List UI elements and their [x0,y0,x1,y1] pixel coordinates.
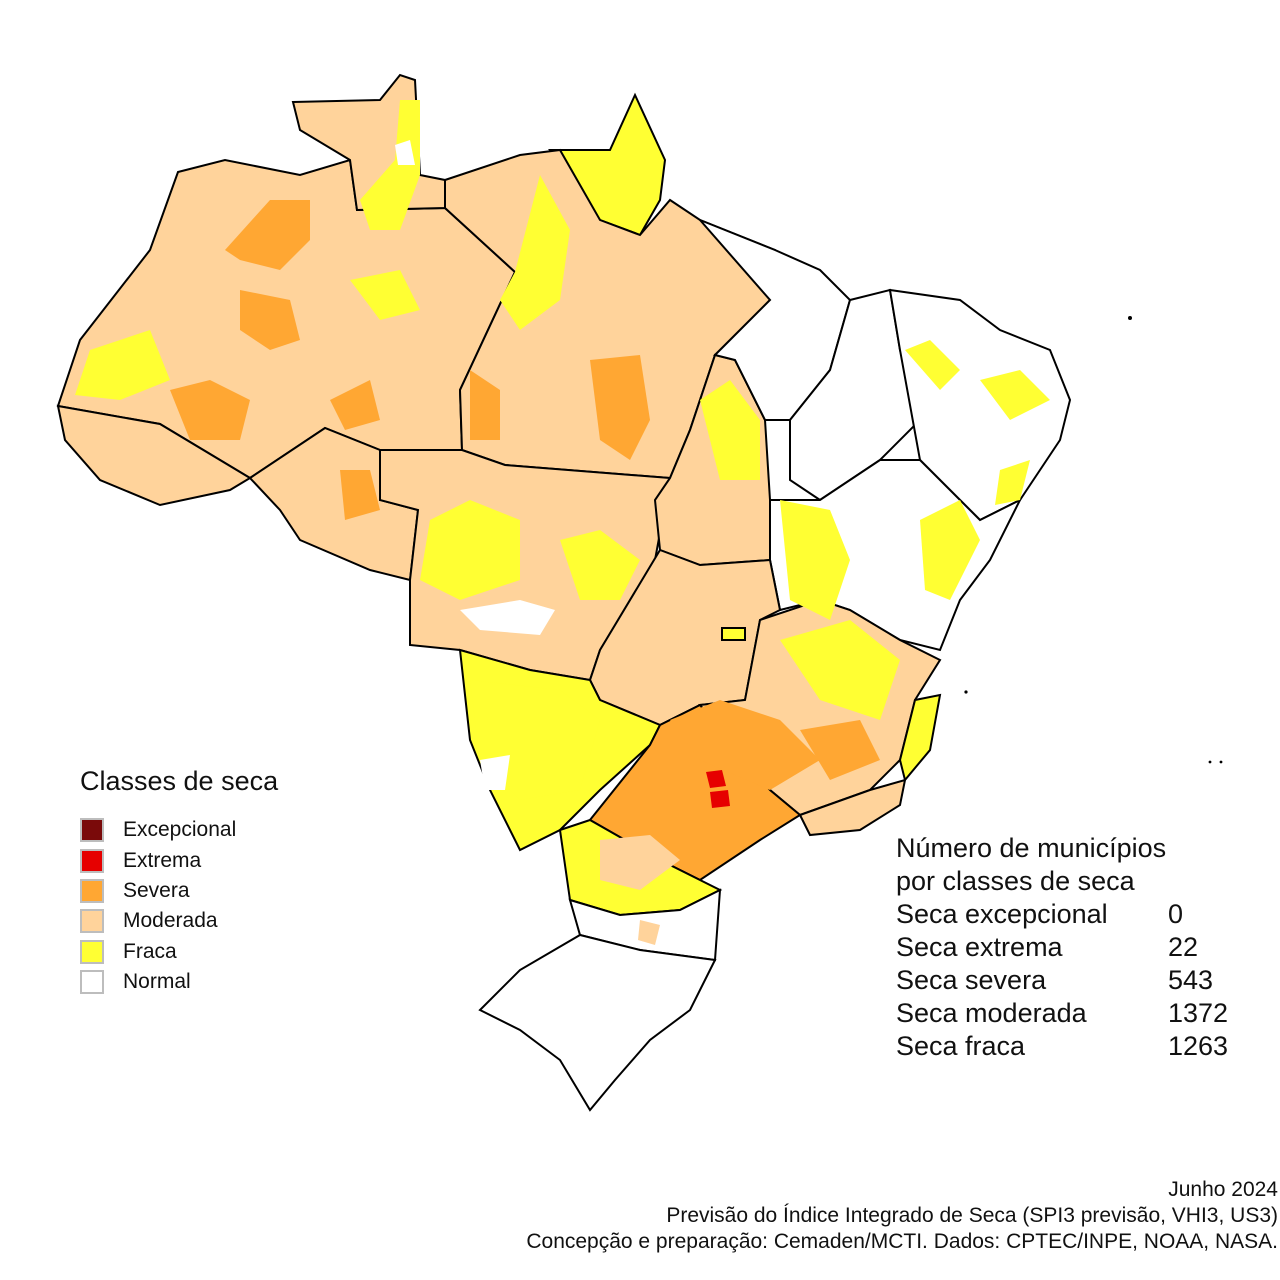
normal-patches [395,140,555,790]
extrema-patches [706,770,730,808]
legend-label: Severa [123,878,190,902]
legend-item-excepcional: Excepcional [80,815,278,845]
legend-item-normal: Normal [80,967,278,997]
stats-label: Seca extrema [896,932,1063,962]
legend-swatch [80,970,104,995]
region-rio-de-janeiro [798,778,907,837]
legend-swatch [80,848,104,873]
stats-label: Seca moderada [896,998,1087,1028]
legend-label: Extrema [123,848,202,872]
stats-row-excepcional: Seca excepcional 0 [896,898,1228,931]
stats-row-fraca: Seca fraca 1263 [896,1030,1228,1063]
credits: Junho 2024 Previsão do Índice Integrado … [526,1177,1278,1255]
stats-value: 1263 [1168,1031,1229,1061]
region-espirito-santo [898,693,942,783]
severa-patches [170,200,880,790]
stats-value: 0 [1168,899,1184,929]
legend-label: Excepcional [123,818,237,842]
legend-swatch [80,939,104,964]
legend-label: Moderada [123,909,218,933]
legend-title: Classes de seca [80,766,279,796]
legend-item-moderada: Moderada [80,906,278,936]
credits-product: Previsão do Índice Integrado de Seca (SP… [666,1204,1278,1227]
stats-value: 1372 [1168,998,1229,1028]
region-acre [56,404,252,507]
region-distrito-federal [721,627,746,641]
stats-value: 22 [1168,932,1199,962]
legend-item-fraca: Fraca [80,937,278,967]
credits-source: Concepção e preparação: Cemaden/MCTI. Da… [526,1230,1278,1253]
stats-title-line1: Número de municípios [896,833,1167,863]
fraca-patches [75,100,1050,800]
stats-value: 543 [1168,965,1214,995]
stats-row-moderada: Seca moderada 1372 [896,997,1228,1030]
legend-item-severa: Severa [80,876,278,906]
stats-label: Seca excepcional [896,899,1108,929]
stats-label: Seca severa [896,965,1047,995]
municipality-stats: Número de municípios por classes de seca… [896,832,1228,1063]
stats-label: Seca fraca [896,1031,1026,1061]
legend: Classes de seca Excepcional Extrema Seve… [80,766,278,997]
stats-row-extrema: Seca extrema 22 [896,931,1228,964]
legend-item-extrema: Extrema [80,845,278,875]
legend-label: Fraca [123,939,177,963]
legend-label: Normal [123,970,191,994]
legend-swatch [80,909,104,934]
region-rio-grande-do-sul [478,933,717,1112]
moderada-patches [600,835,680,945]
coastal-islands [964,316,1223,764]
legend-swatch [80,878,104,903]
stats-row-severa: Seca severa 543 [896,964,1228,997]
credits-date: Junho 2024 [1168,1178,1278,1201]
legend-swatch [80,818,104,843]
stats-title-line2: por classes de seca [896,866,1135,896]
